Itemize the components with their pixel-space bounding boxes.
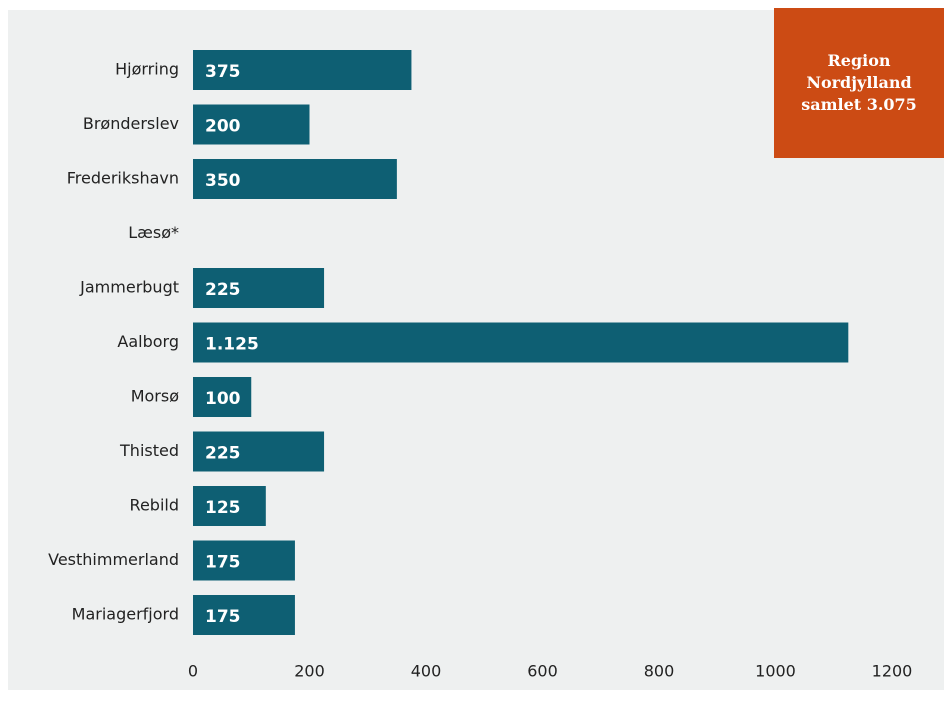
bar xyxy=(193,268,325,308)
x-tick-label: 200 xyxy=(294,662,325,681)
value-label: 225 xyxy=(205,444,241,464)
value-label: 175 xyxy=(205,607,241,627)
bar xyxy=(193,486,266,526)
y-tick-label: Vesthimmerland xyxy=(48,550,179,569)
y-tick-label: Brønderslev xyxy=(83,114,179,133)
y-tick-label: Thisted xyxy=(119,441,179,460)
bar xyxy=(193,377,252,417)
value-label: 350 xyxy=(205,171,241,191)
x-tick-label: 1200 xyxy=(872,662,913,681)
x-tick-label: 400 xyxy=(411,662,442,681)
y-tick-label: Læsø* xyxy=(128,223,179,242)
bar xyxy=(193,159,397,199)
y-tick-label: Rebild xyxy=(130,496,179,515)
bar xyxy=(193,322,849,363)
x-tick-label: 0 xyxy=(188,662,198,681)
annotation: Region Nordjylland samlet 3.075 xyxy=(774,8,944,158)
x-tick-label: 600 xyxy=(527,662,558,681)
x-tick-label: 1000 xyxy=(755,662,796,681)
y-tick-label: Hjørring xyxy=(115,60,179,79)
value-label: 125 xyxy=(205,498,241,518)
bar xyxy=(193,595,295,635)
value-label: 1.125 xyxy=(205,335,259,355)
value-label: 225 xyxy=(205,280,241,300)
value-label: 100 xyxy=(205,389,241,409)
bar xyxy=(193,50,412,90)
y-tick-label: Jammerbugt xyxy=(79,278,179,297)
bar xyxy=(193,540,295,581)
y-tick-label: Morsø xyxy=(131,387,180,406)
y-tick-label: Frederikshavn xyxy=(67,169,179,188)
y-tick-label: Mariagerfjord xyxy=(72,605,179,624)
bar xyxy=(193,104,310,145)
bar xyxy=(193,431,325,472)
x-tick-label: 800 xyxy=(644,662,675,681)
y-tick-label: Aalborg xyxy=(117,332,179,351)
value-label: 175 xyxy=(205,553,241,573)
value-label: 375 xyxy=(205,62,241,82)
value-label: 200 xyxy=(205,117,241,137)
